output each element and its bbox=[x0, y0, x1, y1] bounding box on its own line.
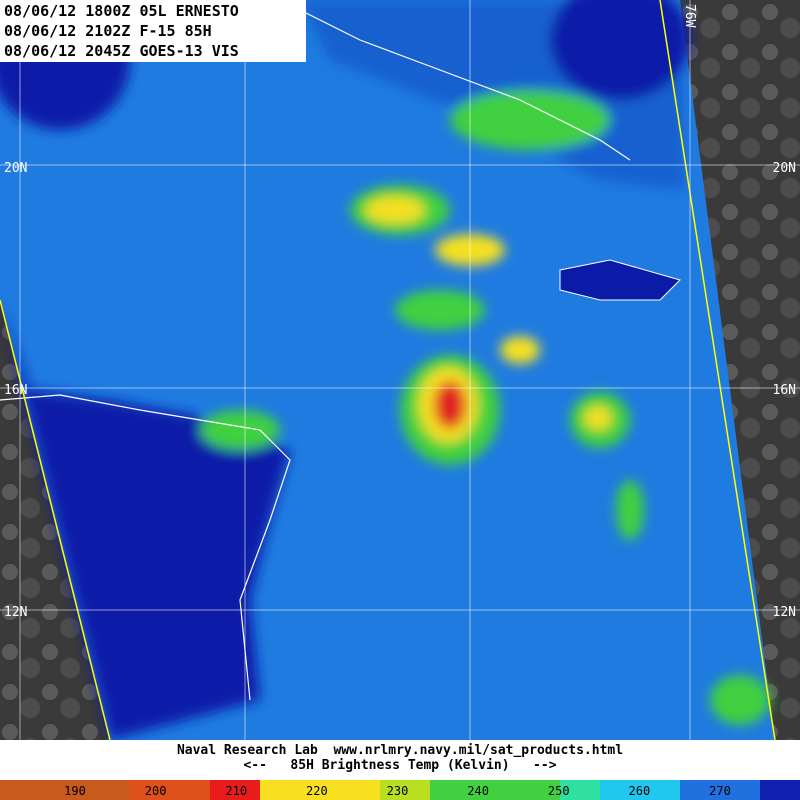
brightness-features bbox=[0, 0, 770, 740]
lat-lon-grid bbox=[0, 0, 800, 740]
colorbar-tick-label: 270 bbox=[709, 784, 731, 798]
swath-edge bbox=[0, 299, 111, 741]
lat-label: 12N bbox=[4, 605, 27, 620]
footer-band bbox=[0, 740, 800, 780]
lat-label: 20N bbox=[773, 161, 796, 176]
jamaica bbox=[559, 259, 681, 301]
coastline bbox=[0, 9, 631, 701]
colorbar bbox=[0, 780, 800, 800]
header-box bbox=[0, 0, 306, 62]
colorbar-tick-label: 230 bbox=[387, 784, 409, 798]
colorbar-tick-label: 200 bbox=[145, 784, 167, 798]
lat-label: 20N bbox=[4, 161, 27, 176]
lon-label: 76W bbox=[682, 4, 697, 28]
lat-label: 12N bbox=[773, 605, 796, 620]
colorbar-tick-label: 260 bbox=[629, 784, 651, 798]
colorbar-tick-label: 210 bbox=[225, 784, 247, 798]
lat-label: 16N bbox=[773, 383, 796, 398]
colorbar-tick-label: 190 bbox=[64, 784, 86, 798]
lat-label: 16N bbox=[4, 383, 27, 398]
colorbar-tick-label: 240 bbox=[467, 784, 489, 798]
header-line: 08/06/12 2102Z F-15 85H bbox=[4, 22, 212, 40]
colorbar-tick-label: 220 bbox=[306, 784, 328, 798]
colorbar-tick-label: 250 bbox=[548, 784, 570, 798]
header-line: 08/06/12 1800Z 05L ERNESTO bbox=[4, 2, 239, 20]
footer-credit: Naval Research Lab www.nrlmry.navy.mil/s… bbox=[177, 743, 623, 758]
footer-caption: <-- 85H Brightness Temp (Kelvin) --> bbox=[243, 758, 556, 773]
swath-edge bbox=[659, 0, 776, 741]
header-line: 08/06/12 2045Z GOES-13 VIS bbox=[4, 42, 239, 60]
